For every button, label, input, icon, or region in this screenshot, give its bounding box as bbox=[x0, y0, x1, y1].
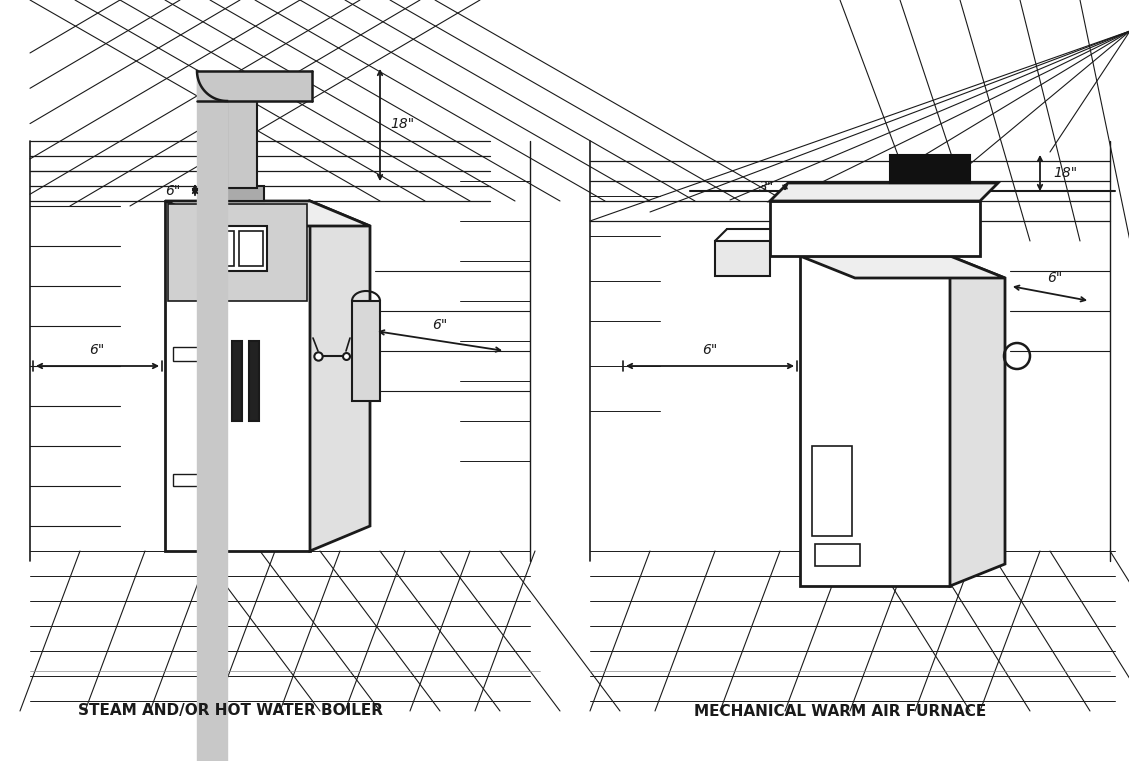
Bar bbox=[231, 341, 242, 421]
Text: 18": 18" bbox=[1053, 166, 1077, 180]
Bar bbox=[210, 231, 234, 266]
Text: 6": 6" bbox=[1048, 271, 1062, 285]
Bar bbox=[815, 544, 860, 566]
Text: 3": 3" bbox=[760, 180, 774, 194]
Bar bbox=[239, 231, 263, 266]
Text: STEAM AND/OR HOT WATER BOILER: STEAM AND/OR HOT WATER BOILER bbox=[78, 703, 383, 718]
Bar bbox=[227, 101, 257, 188]
Bar bbox=[800, 256, 949, 586]
Bar bbox=[207, 226, 266, 271]
Polygon shape bbox=[770, 183, 998, 201]
Text: 6": 6" bbox=[432, 318, 447, 332]
Text: MECHANICAL WARM AIR FURNACE: MECHANICAL WARM AIR FURNACE bbox=[694, 703, 986, 718]
Bar bbox=[168, 204, 307, 301]
Bar bbox=[173, 347, 205, 361]
Polygon shape bbox=[800, 256, 1005, 278]
Bar bbox=[173, 474, 205, 486]
Text: 6": 6" bbox=[89, 343, 105, 357]
Bar bbox=[220, 186, 264, 201]
Text: 18": 18" bbox=[390, 117, 414, 131]
Text: 6": 6" bbox=[165, 184, 181, 198]
Bar bbox=[165, 201, 310, 551]
Polygon shape bbox=[310, 201, 370, 551]
Bar bbox=[770, 201, 980, 256]
Polygon shape bbox=[165, 201, 370, 226]
Text: 6": 6" bbox=[702, 343, 718, 357]
Polygon shape bbox=[949, 256, 1005, 586]
Bar bbox=[352, 301, 380, 401]
Bar bbox=[215, 341, 225, 421]
Bar bbox=[250, 341, 259, 421]
Bar bbox=[715, 241, 770, 276]
Bar bbox=[890, 155, 970, 183]
Bar bbox=[812, 446, 852, 536]
